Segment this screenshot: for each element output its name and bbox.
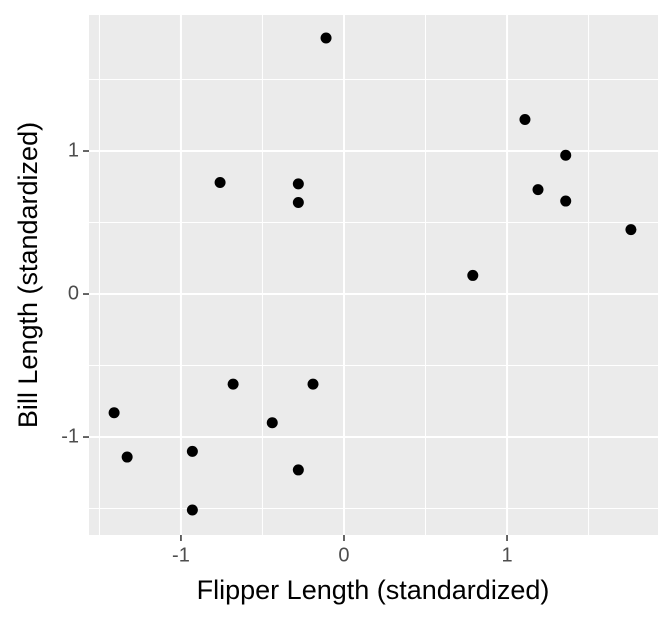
point — [108, 407, 120, 419]
y-tick-label: 1 — [68, 139, 79, 161]
point — [227, 378, 239, 390]
panel — [89, 15, 658, 535]
point — [214, 176, 226, 188]
point — [292, 178, 304, 190]
x-tick-label: 1 — [501, 544, 512, 566]
point — [519, 114, 531, 126]
point — [560, 149, 572, 161]
point — [320, 32, 332, 44]
point — [625, 224, 637, 236]
point — [532, 184, 544, 196]
y-tick-label: -1 — [61, 425, 79, 447]
point — [467, 269, 479, 281]
x-axis-title: Flipper Length (standardized) — [197, 575, 550, 605]
points — [108, 32, 637, 516]
point — [186, 504, 198, 516]
x-tick-label: -1 — [172, 544, 190, 566]
y-tick-label: 0 — [68, 282, 79, 304]
x-tick-label: 0 — [338, 544, 349, 566]
point — [186, 445, 198, 457]
point — [307, 378, 319, 390]
point — [292, 464, 304, 476]
point — [292, 196, 304, 208]
point — [560, 195, 572, 207]
y-axis-title: Bill Length (standardized) — [13, 122, 43, 428]
point — [121, 451, 133, 463]
point — [266, 417, 278, 429]
